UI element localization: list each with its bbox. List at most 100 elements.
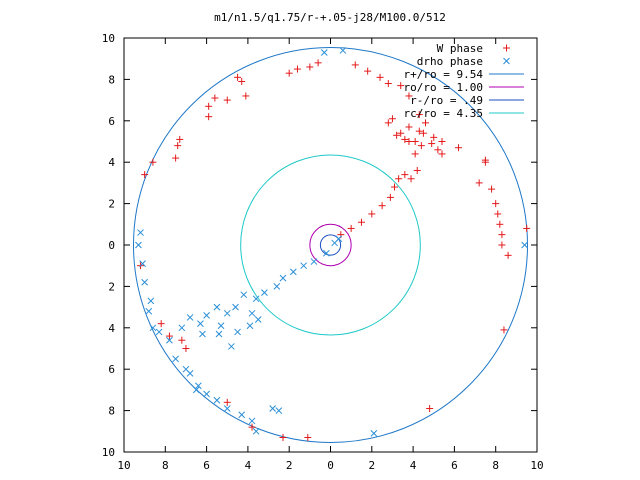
drho-phase-point: [275, 407, 283, 414]
reference-circle-2: [309, 223, 352, 267]
w-phase-point: [397, 129, 405, 137]
drho-phase-point: [149, 324, 157, 332]
w-phase-point: [428, 140, 436, 148]
w-phase-point: [211, 94, 219, 102]
drho-phase-point: [254, 316, 262, 323]
w-phase-point: [304, 434, 312, 442]
drho-phase-point: [194, 382, 202, 390]
legend-label: r+/ro = 9.54: [404, 68, 484, 81]
w-phase-point: [223, 96, 231, 104]
w-phase-point: [149, 158, 157, 166]
drho-phase-point: [339, 47, 347, 54]
drho-phase-point: [178, 324, 186, 332]
w-phase-point: [413, 166, 421, 174]
y-tick-label: 8: [108, 73, 115, 86]
w-phase-point: [421, 119, 429, 127]
w-phase-point: [384, 80, 392, 88]
drho-phase-point: [323, 249, 330, 257]
drho-phase-point: [197, 320, 204, 328]
drho-phase-point: [238, 411, 246, 419]
x-tick-label: 2: [286, 459, 293, 472]
w-phase-point: [368, 210, 376, 218]
legend-plus-marker: [503, 44, 510, 52]
drho-phase-point: [203, 312, 210, 319]
drho-phase-point: [234, 328, 241, 336]
w-phase-point: [172, 154, 180, 162]
w-phase-point: [498, 241, 506, 249]
drho-phase-point: [370, 430, 378, 437]
drho-phase-point: [248, 309, 256, 317]
y-tick-label: 10: [102, 446, 115, 459]
drho-phase-point: [223, 405, 231, 412]
w-phase-point: [314, 59, 322, 67]
w-phase-point: [401, 135, 409, 143]
drho-phase-point: [521, 241, 528, 249]
x-tick-label: 10: [530, 459, 543, 472]
w-phase-point: [405, 123, 413, 131]
drho-phase-point: [261, 289, 268, 296]
drho-phase-point: [310, 258, 318, 265]
reference-circle-3: [319, 234, 342, 256]
drho-phase-point: [320, 49, 328, 56]
drho-phase-point: [240, 291, 248, 299]
w-phase-point: [397, 82, 405, 90]
w-phase-point: [523, 224, 531, 232]
drho-phase-point: [213, 396, 221, 404]
drho-phase-point: [228, 343, 235, 350]
series-2: [135, 47, 528, 437]
w-phase-point: [176, 135, 184, 143]
w-phase-point: [405, 92, 413, 100]
w-phase-point: [178, 336, 186, 344]
drho-phase-point: [213, 303, 221, 311]
data-marks: [135, 47, 531, 442]
w-phase-point: [165, 332, 173, 340]
w-phase-point: [364, 67, 372, 75]
w-phase-point: [455, 144, 463, 152]
w-phase-point: [141, 171, 149, 179]
w-phase-point: [279, 434, 287, 442]
w-phase-point: [496, 220, 504, 228]
w-phase-point: [234, 73, 242, 81]
w-phase-point: [492, 200, 500, 208]
w-phase-point: [393, 131, 401, 139]
drho-phase-point: [182, 365, 190, 373]
w-phase-point: [384, 119, 392, 127]
y-tick-labels: 10 8 6 4 2 0 2 4 6 8 10: [102, 32, 116, 459]
drho-phase-point: [246, 322, 254, 330]
x-tick-label: 6: [451, 459, 458, 472]
w-phase-point: [157, 320, 165, 328]
drho-phase-point: [166, 336, 173, 344]
x-tick-label: 2: [368, 459, 375, 472]
w-phase-point: [498, 231, 506, 239]
w-phase-point: [481, 158, 489, 166]
y-tick-label: 8: [108, 405, 115, 418]
drho-phase-point: [273, 283, 281, 290]
drho-phase-point: [215, 330, 223, 338]
x-tick-label: 6: [203, 459, 210, 472]
drho-phase-point: [147, 297, 155, 305]
w-phase-point: [415, 127, 423, 135]
w-phase-point: [347, 224, 355, 232]
drho-phase-point: [300, 262, 308, 270]
drho-phase-point: [289, 268, 297, 276]
drho-phase-point: [141, 278, 149, 286]
w-phase-point: [205, 113, 213, 121]
x-tick-label: 4: [245, 459, 252, 472]
series-1: [137, 59, 531, 442]
w-phase-point: [182, 345, 190, 352]
x-tick-labels: 10 8 6 4 2 0 2 4 6 8 10: [117, 459, 543, 472]
legend-label: drho phase: [417, 55, 483, 68]
w-phase-point: [293, 65, 301, 73]
y-tick-label: 4: [108, 156, 115, 169]
w-phase-point: [411, 138, 419, 145]
drho-phase-point: [186, 314, 194, 321]
reference-circles: [132, 47, 529, 443]
w-phase-point: [238, 77, 246, 85]
w-phase-point: [357, 218, 365, 226]
w-phase-point: [488, 185, 496, 193]
drho-phase-point: [192, 386, 200, 394]
w-phase-point: [378, 202, 386, 210]
w-phase-point: [434, 146, 442, 154]
